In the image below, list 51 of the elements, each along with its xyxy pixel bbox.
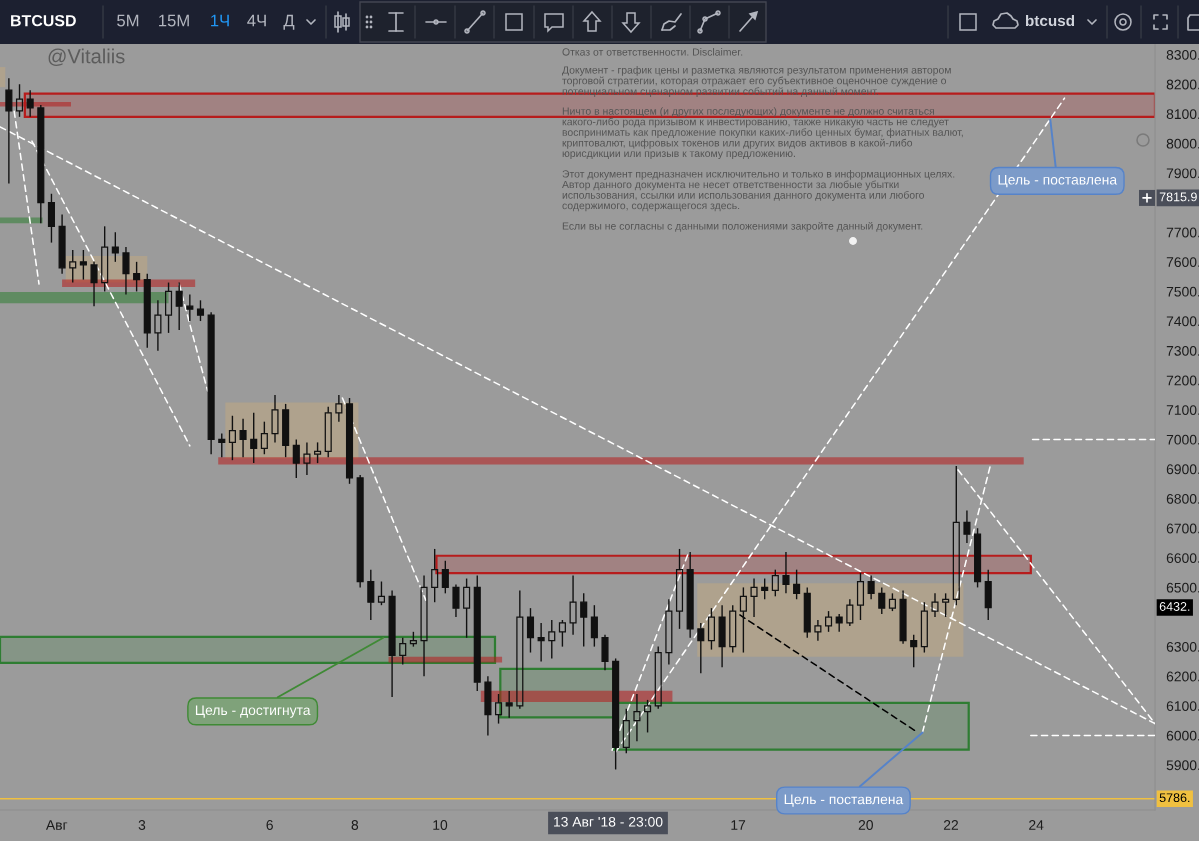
text: 5M	[117, 14, 139, 27]
y-tick-label: 7000.	[1166, 434, 1199, 445]
chart-title: BTCUSD	[11, 14, 76, 27]
y-tick-label: 7100.	[1166, 405, 1199, 415]
y-tick-label: 7900.	[1166, 168, 1199, 179]
x-tick-label: Авг	[45, 820, 68, 830]
y-tick-label: 6200.	[1166, 671, 1199, 682]
y-tick-label: 6800.	[1166, 493, 1199, 504]
annotation: Отказ от ответственности. Disclaimer.	[562, 48, 743, 56]
text: 4Ч	[247, 14, 266, 27]
x-tick-label: 24	[1029, 820, 1044, 830]
text: 1Ч	[211, 14, 229, 27]
x-tick-label: 17	[731, 820, 746, 830]
text: 13 Авг '18 - 23:00	[554, 816, 663, 827]
y-tick-label: 8300.	[1166, 49, 1199, 60]
x-tick-label: 22	[943, 820, 958, 830]
x-tick-label: 3	[138, 820, 146, 830]
x-tick-label: 8	[351, 820, 359, 830]
annotation: Если вы не согласны с данными положениями закройте данный документ.	[562, 221, 923, 232]
y-tick-label: 6000.	[1166, 730, 1199, 741]
annotation: @Vitaliis	[48, 48, 125, 66]
annotation: Цель - поставлена	[784, 794, 904, 807]
annotation: Ничто в настоящем (и других последующих) документе не должно считаться какого-либо рода призывом к инвестированию, также никакую часть не следует воспринимать как предложение покупки каких-либо ценных бумаг, фиатных валют, криптовалют, цифровых токенов или других видов активов в какой-либо юрисдикции или призыв к такому предложению.	[562, 107, 963, 160]
y-tick-label: 6700.	[1166, 523, 1199, 534]
x-tick-label: 20	[858, 820, 873, 830]
y-tick-label: 7400.	[1166, 316, 1199, 327]
ref-line-label: 5786.	[1159, 793, 1190, 803]
y-tick-label: 8100.	[1166, 109, 1199, 120]
annotation: Этот документ предназначен исключительно и только в информационных целях. Автор данного документа не несет ответственности за любые убытки использования, ссылки или использования данного документа или любого содержимого, содержащегося здесь.	[562, 169, 955, 212]
y-tick-label: 6900.	[1166, 464, 1199, 475]
y-tick-label: 6300.	[1166, 641, 1199, 652]
x-tick-label: 10	[433, 820, 448, 830]
x-tick-label: 6	[266, 820, 273, 830]
annotation: 7815.9	[1159, 192, 1197, 202]
y-tick-label: 7700.	[1166, 227, 1199, 238]
y-tick-label: 7200.	[1166, 375, 1199, 386]
y-tick-label: 7600.	[1166, 257, 1199, 268]
y-tick-label: 6100.	[1166, 701, 1199, 711]
text: btcusd	[1025, 14, 1075, 27]
y-tick-label: 5900.	[1166, 760, 1199, 771]
y-tick-label: 8200.	[1166, 79, 1199, 90]
y-tick-label: 7300.	[1166, 345, 1199, 356]
text: 15M	[159, 14, 189, 27]
annotation: Цель - поставлена	[998, 174, 1118, 188]
text: Д	[283, 14, 295, 30]
y-tick-label: 7500.	[1166, 286, 1199, 297]
y-tick-label: 8000.	[1166, 138, 1199, 149]
y-tick-label: 6600.	[1166, 553, 1199, 563]
y-tick-label: 6500.	[1166, 582, 1199, 593]
annotation: Цель - достигнута	[195, 705, 311, 718]
annotation: 6432.	[1159, 602, 1190, 611]
